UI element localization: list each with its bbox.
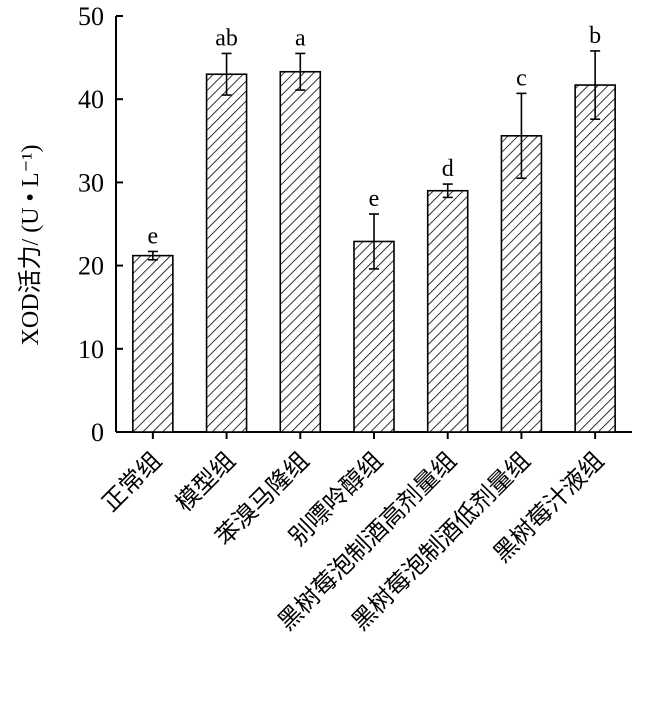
bar bbox=[205, 73, 248, 433]
y-tick-label: 20 bbox=[78, 252, 104, 281]
significance-label: a bbox=[295, 25, 306, 51]
y-axis-title: XOD活力/ (U • L⁻¹) bbox=[17, 145, 44, 346]
bars bbox=[132, 70, 616, 433]
y-tick-label: 50 bbox=[78, 2, 104, 31]
bar bbox=[500, 135, 543, 433]
significance-label: b bbox=[589, 23, 601, 49]
y-tick-label: 30 bbox=[78, 168, 104, 197]
category-label: 正常组 bbox=[96, 446, 167, 517]
significance-label: e bbox=[369, 186, 380, 212]
category-label: 模型组 bbox=[170, 446, 241, 517]
error-bars bbox=[147, 50, 601, 270]
bar bbox=[426, 189, 469, 433]
category-labels: 正常组 模型组苯溴马隆组别嘌呤醇组黑树莓泡制酒高剂量组黑树莓泡制酒低剂量组黑树莓汁… bbox=[96, 446, 609, 636]
axes: 0 10 20 30 40 50 bbox=[78, 2, 632, 447]
y-tick-label: 40 bbox=[78, 85, 104, 114]
y-tick-label: 0 bbox=[91, 418, 104, 447]
bar bbox=[574, 84, 616, 433]
significance-label: ab bbox=[215, 25, 238, 51]
y-tick-label: 10 bbox=[78, 335, 104, 364]
significance-label: d bbox=[442, 156, 454, 182]
bar bbox=[132, 254, 174, 433]
significance-labels: e ab a e d c b bbox=[148, 23, 602, 250]
bar bbox=[279, 70, 322, 433]
significance-label: e bbox=[148, 223, 159, 249]
significance-label: c bbox=[516, 65, 527, 91]
bar bbox=[353, 240, 395, 433]
